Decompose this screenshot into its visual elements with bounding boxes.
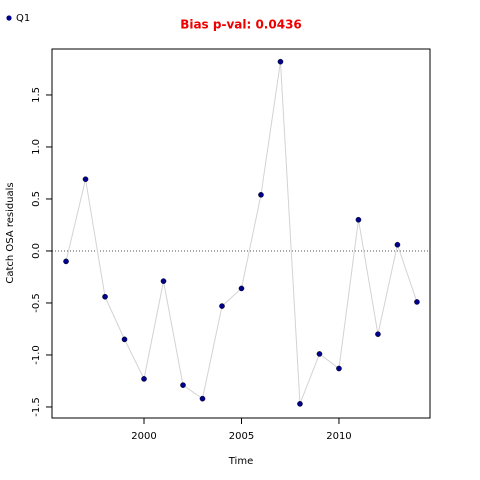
plot-frame [51, 48, 431, 419]
x-tick-label: 2000 [131, 431, 156, 442]
data-point [258, 192, 264, 198]
data-point [82, 176, 89, 183]
data-point [316, 351, 323, 357]
data-point [199, 395, 206, 402]
data-point [180, 382, 186, 388]
data-point [375, 331, 381, 337]
x-tick-label: 2010 [326, 431, 351, 442]
data-point [63, 258, 69, 265]
data-point [414, 299, 420, 305]
y-tick-label: 0.0 [31, 243, 42, 259]
y-tick-label: 1.5 [31, 87, 42, 103]
data-point [102, 293, 108, 300]
data-point [336, 365, 342, 372]
y-tick-label: 1.0 [31, 139, 42, 155]
data-point [355, 216, 362, 223]
data-point [277, 58, 284, 65]
data-point [141, 376, 147, 382]
y-tick-label: -0.5 [31, 293, 42, 313]
data-point [297, 401, 303, 407]
x-axis-label: Time [228, 456, 253, 467]
y-tick-label: -1.5 [31, 397, 42, 417]
data-point [160, 278, 167, 284]
data-point [394, 241, 401, 248]
chart-title: Bias p-val: 0.0436 [180, 18, 302, 32]
y-tick-label: 0.5 [31, 191, 42, 207]
legend-marker [6, 15, 12, 21]
data-point [121, 336, 128, 343]
legend-label: Q1 [16, 13, 30, 24]
x-tick-label: 2005 [229, 431, 254, 442]
y-axis-label: Catch OSA residuals [5, 182, 16, 283]
data-point [219, 303, 225, 309]
y-tick-label: -1.0 [31, 345, 42, 365]
data-point [238, 285, 245, 292]
